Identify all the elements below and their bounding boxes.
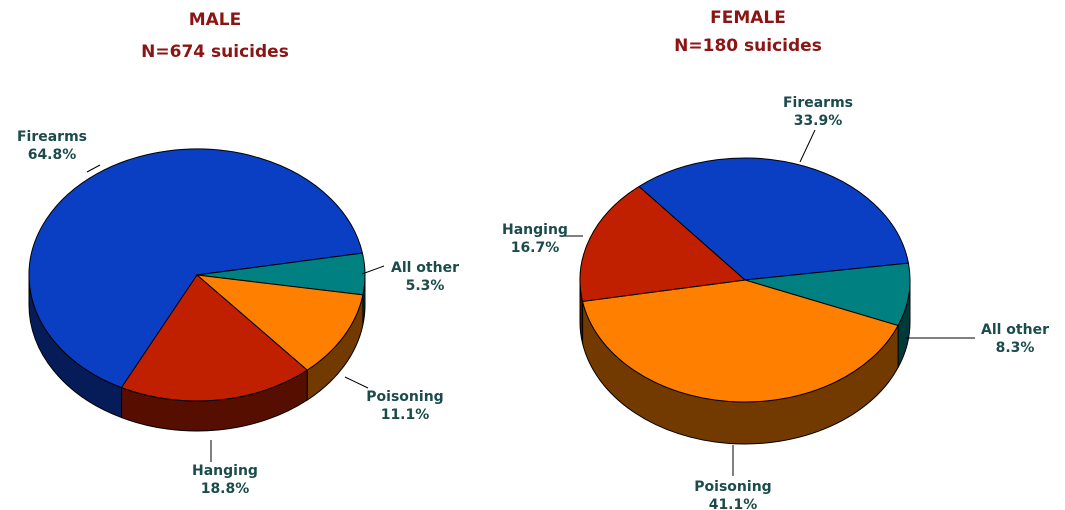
leader-line <box>799 129 816 163</box>
slice-label: All other <box>981 322 1049 338</box>
slice-value: 16.7% <box>511 240 560 256</box>
chart-title: MALE <box>189 10 242 30</box>
pie-slice <box>28 148 364 389</box>
chart-subtitle: N=180 suicides <box>674 36 822 56</box>
pie-slice <box>581 279 899 403</box>
slice-label: Hanging <box>192 463 258 479</box>
pie-slice <box>579 185 747 302</box>
slice-label: Firearms <box>783 95 853 111</box>
chart-subtitle: N=674 suicides <box>141 42 289 62</box>
slice-label: Hanging <box>502 222 568 238</box>
slice-label: Firearms <box>17 129 87 145</box>
pie-slice <box>744 262 911 327</box>
leader-line <box>344 376 369 389</box>
slice-value: 41.1% <box>709 497 758 510</box>
pie-slice <box>195 274 364 371</box>
slice-value: 18.8% <box>201 481 250 497</box>
leader-line <box>86 164 101 173</box>
slice-value: 11.1% <box>381 407 430 423</box>
slice-value: 8.3% <box>996 340 1035 356</box>
slice-label: Poisoning <box>694 479 771 495</box>
slice-label: Poisoning <box>366 389 443 405</box>
pie-slice <box>638 157 910 281</box>
slice-label: All other <box>391 260 459 276</box>
slice-value: 5.3% <box>406 278 445 294</box>
leader-line <box>361 265 385 275</box>
chart-title: FEMALE <box>710 8 786 28</box>
pie-slice <box>120 274 309 402</box>
slice-value: 33.9% <box>794 113 843 129</box>
slice-value: 64.8% <box>28 147 77 163</box>
